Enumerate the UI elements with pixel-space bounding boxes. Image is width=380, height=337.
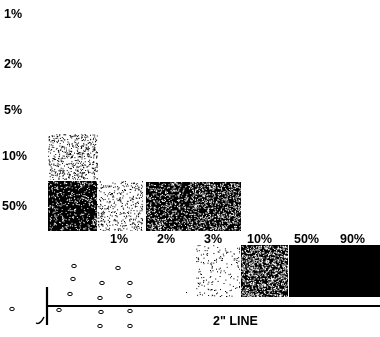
swatch-col-10-sparse (196, 245, 240, 297)
col-label-3pct: 3% (204, 232, 223, 246)
swatch-row-10-light (48, 134, 98, 180)
swatch-col-90-solid (335, 245, 380, 297)
col-label-2pct: 2% (157, 232, 176, 246)
swatch-row-50-dark (48, 181, 97, 231)
swatch-col-50-solid (289, 245, 335, 297)
swatch-col-2-3-dark-b (194, 182, 241, 231)
row-label-5pct: 5% (4, 103, 23, 117)
col-label-50pct: 50% (294, 232, 320, 246)
row-label-1pct: 1% (4, 7, 23, 21)
swatch-col-10-mid (241, 245, 288, 297)
row-label-2pct: 2% (4, 57, 23, 71)
swatch-row-50-light (97, 181, 143, 231)
line-label: 2" LINE (213, 314, 258, 328)
row-label-10pct: 10% (2, 149, 28, 163)
dot-pattern (9, 263, 133, 329)
line-sample (9, 263, 380, 329)
swatch-col-2-3-dark-a (146, 182, 194, 231)
hook-mark (35, 316, 45, 325)
col-label-90pct: 90% (340, 232, 366, 246)
row-label-50pct: 50% (2, 199, 28, 213)
col-label-10pct: 10% (247, 232, 273, 246)
col-label-1pct: 1% (110, 232, 129, 246)
